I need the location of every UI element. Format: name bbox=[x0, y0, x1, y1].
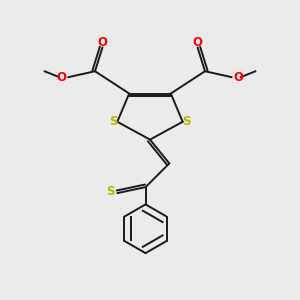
Text: S: S bbox=[110, 115, 118, 128]
Text: O: O bbox=[193, 36, 202, 49]
Text: O: O bbox=[233, 71, 243, 84]
Text: S: S bbox=[106, 185, 115, 198]
Text: O: O bbox=[98, 36, 107, 49]
Text: O: O bbox=[57, 71, 67, 84]
Text: S: S bbox=[182, 115, 190, 128]
